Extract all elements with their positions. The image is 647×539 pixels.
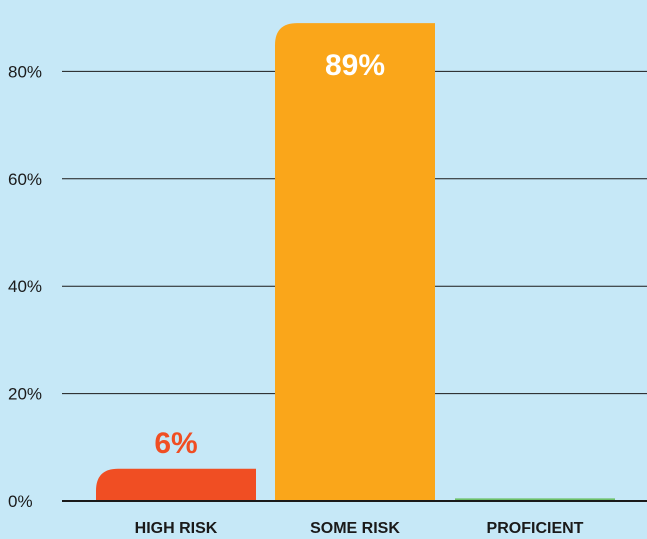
y-tick-label-60: 60%	[8, 170, 42, 189]
bar-high-risk	[96, 468, 256, 501]
y-tick-label-40: 40%	[8, 277, 42, 296]
category-label-high-risk: HIGH RISK	[135, 520, 218, 537]
y-tick-label-80: 80%	[8, 62, 42, 81]
bar-some-risk	[275, 23, 435, 501]
category-label-some-risk: SOME RISK	[310, 520, 400, 537]
data-label-some-risk: 89%	[325, 49, 385, 82]
y-tick-label-20: 20%	[8, 385, 42, 404]
data-label-high-risk: 6%	[154, 427, 197, 460]
y-tick-label-0: 0%	[8, 492, 33, 511]
category-label-proficient: PROFICIENT	[487, 520, 584, 537]
